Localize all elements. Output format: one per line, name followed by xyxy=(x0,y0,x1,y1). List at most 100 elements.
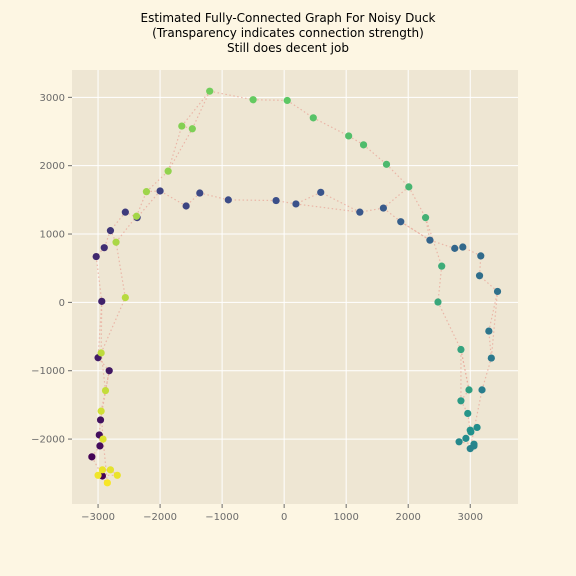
graph-nodes xyxy=(88,87,502,487)
graph-node xyxy=(382,160,391,168)
y-tick-label: −1000 xyxy=(31,366,65,377)
graph-edge xyxy=(100,301,103,353)
y-tick-label: 2000 xyxy=(40,161,65,172)
graph-edge xyxy=(348,135,364,146)
y-tick-label: 0 xyxy=(59,298,65,309)
graph-node xyxy=(188,125,196,133)
graph-node xyxy=(317,188,325,196)
graph-node xyxy=(121,293,129,302)
graph-edge xyxy=(103,230,112,248)
x-tick-label: 2000 xyxy=(395,512,420,523)
graph-node xyxy=(98,297,106,305)
graph-node xyxy=(97,349,105,357)
graph-node xyxy=(101,386,110,395)
graph-node xyxy=(455,438,463,446)
graph-node xyxy=(478,386,486,394)
graph-node xyxy=(356,208,364,216)
graph-node xyxy=(457,397,465,405)
graph-node xyxy=(206,87,214,95)
graph-edge xyxy=(363,144,387,165)
graph-edge xyxy=(167,128,193,172)
y-axis: −2000 −1000 0 1000 2000 3000 xyxy=(31,93,72,446)
graph-edge xyxy=(313,117,349,137)
graph-node xyxy=(438,262,446,270)
graph-node xyxy=(462,434,470,442)
graph-node xyxy=(106,227,115,235)
graph-edge xyxy=(481,357,492,391)
graph-node xyxy=(105,367,113,375)
graph-node xyxy=(88,453,96,461)
graph-node xyxy=(99,435,107,443)
x-tick-label: 1000 xyxy=(333,512,358,523)
graph-node xyxy=(132,212,141,220)
graph-edge xyxy=(383,186,410,209)
graph-edge xyxy=(253,99,288,102)
graph-edge xyxy=(490,291,499,359)
graph-edge xyxy=(199,192,229,201)
graph-edge xyxy=(488,291,499,332)
graph-node xyxy=(421,214,430,222)
graph-node xyxy=(451,244,459,252)
graph-edge xyxy=(425,217,443,267)
graph-node xyxy=(196,189,204,197)
x-tick-label: −3000 xyxy=(81,512,115,523)
graph-node xyxy=(121,208,129,216)
graph-edge xyxy=(209,90,254,101)
graph-node xyxy=(426,236,434,244)
graph-node xyxy=(493,287,502,296)
graph-node xyxy=(224,196,232,204)
graph-node xyxy=(164,167,172,175)
x-tick-label: −2000 xyxy=(143,512,177,523)
graph-node xyxy=(397,218,405,226)
x-tick-label: 0 xyxy=(281,512,287,523)
plot-area xyxy=(72,70,518,504)
x-tick-label: 3000 xyxy=(458,512,483,523)
graph-node xyxy=(473,423,481,432)
chart-title-line-3: Still does decent job xyxy=(227,41,349,55)
graph-node xyxy=(272,196,280,205)
graph-node xyxy=(487,354,495,362)
chart-title-line-2: (Transparency indicates connection stren… xyxy=(152,26,424,40)
graph-node xyxy=(466,445,474,453)
graph-node xyxy=(103,479,111,487)
graph-node xyxy=(178,122,186,130)
graph-node xyxy=(464,409,472,418)
graph-node xyxy=(292,200,300,208)
graph-edge xyxy=(159,190,187,207)
x-axis: −3000 −2000 −1000 0 1000 2000 3000 xyxy=(81,504,483,523)
graph-edge xyxy=(437,301,462,350)
graph-node xyxy=(96,442,104,450)
graph-node xyxy=(477,252,485,260)
graph-node xyxy=(465,386,473,394)
graph-edge xyxy=(136,190,161,219)
graph-edge xyxy=(488,331,492,359)
graph-node xyxy=(434,298,442,306)
graph-node xyxy=(485,327,493,335)
graph-node xyxy=(249,96,257,104)
graph-node xyxy=(467,428,475,436)
graph-edge xyxy=(286,99,314,119)
graph-edge xyxy=(181,90,211,127)
graph-node xyxy=(405,183,413,191)
chart-title-line-1: Estimated Fully-Connected Graph For Nois… xyxy=(140,11,435,25)
graph-edge xyxy=(460,349,470,390)
graph-edge xyxy=(115,215,137,243)
graph-edge xyxy=(146,170,169,193)
graph-node xyxy=(142,188,151,196)
grid xyxy=(72,70,518,504)
graph-node xyxy=(113,471,121,479)
graph-node xyxy=(98,466,106,474)
graph-edge xyxy=(135,191,147,217)
graph-edge xyxy=(429,239,455,249)
graph-node xyxy=(345,132,353,140)
graph-node xyxy=(96,416,105,424)
graph-node xyxy=(182,202,190,210)
graph-edge xyxy=(185,192,201,207)
graph-node xyxy=(97,407,105,415)
graph-node xyxy=(92,252,100,261)
graph-node xyxy=(283,96,291,105)
graph-edge xyxy=(408,186,427,218)
graph-edge xyxy=(102,439,108,483)
graph-node xyxy=(359,141,368,149)
